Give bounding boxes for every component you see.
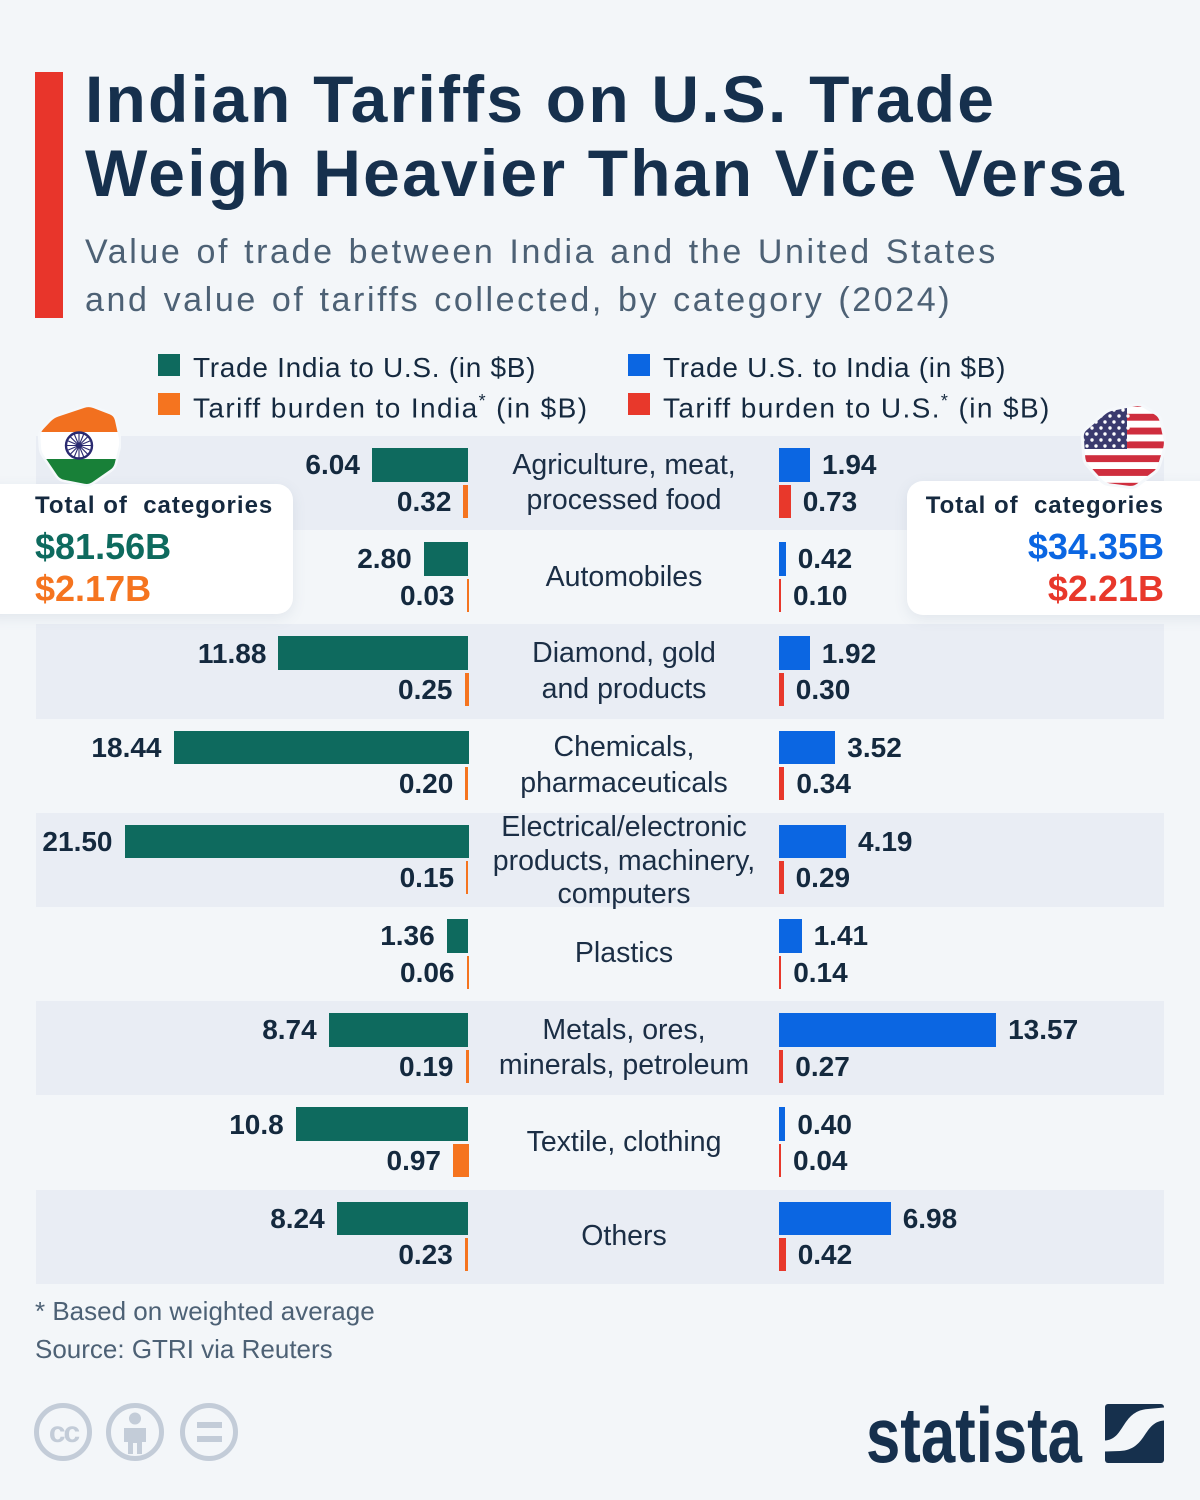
svg-text:cc: cc <box>49 1416 80 1449</box>
svg-text:statista: statista <box>866 1398 1082 1473</box>
